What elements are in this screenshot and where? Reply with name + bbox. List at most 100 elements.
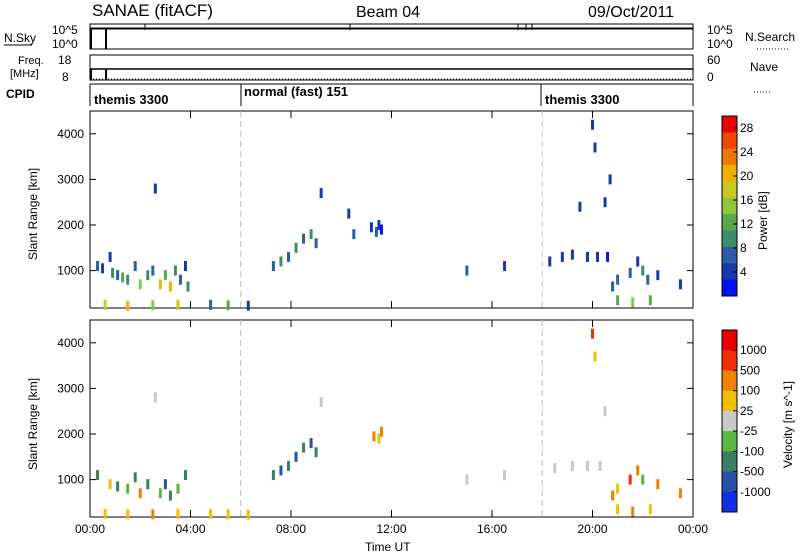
data-cell	[656, 270, 660, 281]
data-cell	[591, 119, 594, 130]
data-cell	[578, 201, 582, 212]
x-tick-label: 08:00	[276, 522, 306, 536]
data-cell	[606, 251, 610, 262]
colorbar-swatch	[722, 330, 737, 351]
data-cell	[121, 272, 125, 283]
data-cell	[103, 508, 107, 519]
x-tick-label: 00:00	[678, 522, 708, 536]
data-cell	[108, 479, 112, 490]
data-cell	[377, 433, 381, 444]
data-cell	[379, 224, 383, 235]
colorbar-tick-label: 4	[740, 265, 747, 279]
x-tick-label: 04:00	[175, 522, 205, 536]
data-cell	[570, 249, 574, 260]
colorbar-tick-label: 24	[740, 145, 754, 159]
data-cell	[111, 267, 115, 278]
data-cell	[352, 229, 356, 240]
colorbar-tick-label: 100	[740, 384, 760, 398]
data-cell	[616, 295, 620, 306]
colorbar-swatch	[722, 246, 737, 264]
data-cell	[560, 251, 564, 262]
y-tick-label: 1000	[57, 473, 84, 487]
data-cell	[585, 251, 589, 262]
y-tick-label: 1000	[57, 264, 84, 278]
data-cell	[133, 472, 137, 483]
nsearch-tick-top: 10^5	[707, 23, 733, 37]
data-cell	[246, 509, 250, 520]
colorbar-tick-label: 500	[740, 363, 760, 377]
data-cell	[153, 183, 157, 194]
data-cell	[548, 256, 552, 267]
power-ylabel: Slant Range [km]	[26, 168, 40, 260]
colorbar-tick-label: 25	[740, 404, 754, 418]
power-colorbar-label: Power [dB]	[756, 191, 770, 250]
data-cell	[151, 300, 155, 311]
data-cell	[294, 242, 298, 253]
cpid-strip	[89, 83, 694, 106]
colorbar-tick-label: 12	[740, 217, 754, 231]
data-cell	[96, 470, 100, 481]
freq-strip	[89, 54, 694, 81]
data-cell	[302, 442, 306, 453]
colorbar-swatch	[722, 230, 737, 248]
data-cell	[641, 265, 645, 276]
colorbar-swatch	[722, 214, 737, 232]
data-cell	[596, 251, 600, 262]
data-cell	[631, 506, 635, 517]
nsearch-tick-bottom: 10^0	[707, 37, 733, 51]
data-cell	[103, 299, 107, 310]
data-cell	[646, 274, 650, 285]
nave-tick-top: 60	[707, 53, 721, 67]
data-cell	[176, 299, 180, 310]
nsky-label: N.Sky	[4, 31, 36, 45]
colorbar-swatch	[722, 350, 737, 371]
freq-label: Freq.	[18, 55, 44, 67]
nsky-tick-top: 10^5	[52, 23, 78, 37]
data-cell	[611, 490, 615, 501]
data-cell	[246, 300, 250, 311]
data-cell	[648, 504, 652, 515]
data-cell	[126, 509, 130, 520]
data-cell	[593, 351, 597, 362]
colorbar-tick-label: -100	[740, 444, 764, 458]
data-cell	[226, 509, 230, 520]
colorbar-swatch	[722, 116, 737, 133]
beam-label: Beam 04	[356, 4, 420, 21]
data-cell	[369, 222, 373, 233]
colorbar-swatch	[722, 471, 737, 493]
y-tick-label: 3000	[57, 172, 84, 186]
data-cell	[133, 261, 137, 272]
data-cell	[309, 229, 313, 240]
data-cell	[279, 256, 283, 267]
data-cell	[593, 142, 597, 153]
data-cell	[616, 504, 620, 515]
data-cell	[379, 426, 383, 437]
freq-unit-label: [MHz]	[10, 68, 39, 80]
velocity-colorbar: 1000 500 100 25 -25 -100 -500 -1000	[721, 329, 771, 513]
freq-tick-top: 18	[58, 53, 72, 67]
x-tick-label: 12:00	[376, 522, 406, 536]
data-cell	[168, 490, 172, 501]
data-cell	[138, 488, 142, 499]
radar-title: SANAE (fitACF)	[92, 1, 213, 20]
data-cell	[503, 261, 507, 272]
colorbar-swatch	[722, 431, 737, 452]
data-cell	[96, 261, 100, 272]
colorbar-tick-label: -1000	[740, 485, 771, 499]
colorbar-swatch	[722, 390, 737, 412]
power-panel: 1000 2000 3000 4000	[57, 110, 694, 311]
data-cell	[286, 251, 290, 262]
data-cell	[314, 238, 318, 249]
colorbar-swatch	[722, 165, 737, 182]
data-cell	[286, 460, 290, 471]
y-tick-label: 2000	[57, 218, 84, 232]
data-cell	[372, 431, 376, 442]
data-cell	[173, 265, 177, 276]
data-cell	[146, 270, 150, 281]
cpid-segment-2: normal (fast) 151	[244, 84, 348, 99]
data-cell	[611, 281, 615, 292]
time-axis-label: Time UT	[365, 540, 411, 554]
data-cell	[101, 263, 105, 274]
data-cell	[465, 265, 469, 276]
freq-tick-bottom: 8	[62, 70, 69, 84]
